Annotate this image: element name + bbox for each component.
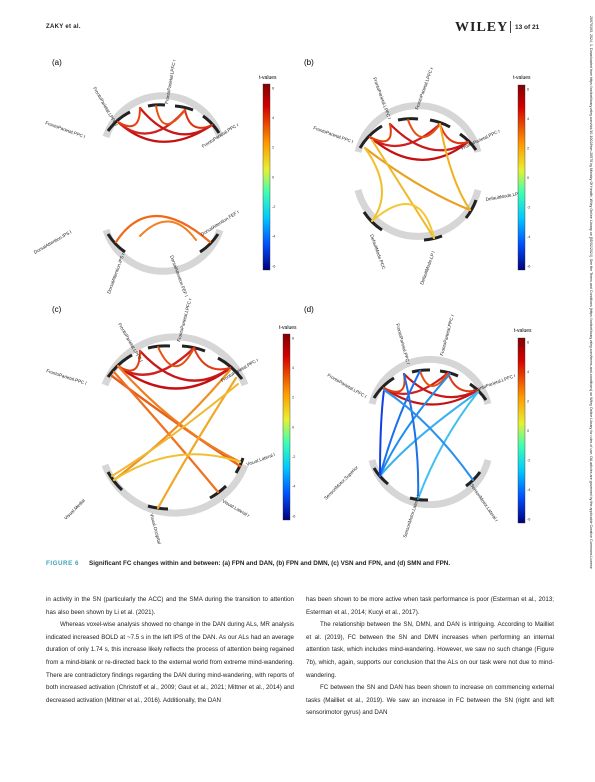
- header-divider: [510, 21, 511, 33]
- panel-d: (d) FrontoParietal.LPFC l FrontoParie: [304, 305, 532, 538]
- figure-caption: FIGURE 6 Significant FC changes within an…: [46, 560, 556, 567]
- node-label: FrontoParietal.LPFC l: [327, 373, 368, 399]
- panel-b: (b) FrontoParietal.PPC l FrontoParietal.…: [304, 58, 531, 285]
- colorbar-tick-label: -2: [527, 458, 530, 462]
- panel-a: (a) FrontoParietal.PPC l FrontoParietal.…: [33, 58, 277, 297]
- colorbar-tick-label: 6: [527, 340, 529, 344]
- colorbar-title: t-values: [513, 75, 531, 81]
- colorbar-tick-label: 6: [292, 336, 294, 340]
- colorbar-tick-label: -6: [527, 517, 530, 521]
- node-label: FrontoParietal.PPC r: [439, 314, 455, 357]
- node-label: DefaultMode.PCC: [369, 234, 387, 271]
- node-label: SensoriMotor.Lateral r: [469, 483, 499, 523]
- body-column-right: has been shown to be more active when ta…: [306, 594, 554, 720]
- node-label: Visual.Occipital: [149, 513, 162, 545]
- publisher-logo: WILEY: [455, 20, 509, 35]
- colorbar-tick-label: 2: [272, 146, 274, 150]
- colorbar-tick-label: -2: [527, 205, 530, 209]
- panel-label: (b): [304, 58, 314, 67]
- node-label: FrontoParietal.PPC l: [395, 323, 411, 365]
- panel-label: (c): [52, 305, 62, 314]
- colorbar-tick-label: -4: [527, 235, 530, 239]
- sidebar-text: 20970193, 2024, 1, Downloaded from https…: [589, 16, 593, 569]
- colorbar-tick-label: -6: [527, 264, 530, 268]
- colorbar-tick-label: 4: [292, 366, 294, 370]
- colorbar-title: t-values: [259, 75, 277, 81]
- figure-6: (a) FrontoParietal.PPC l FrontoParietal.…: [33, 58, 532, 545]
- colorbar-tick-label: 0: [272, 175, 274, 179]
- colorbar-tick-label: -6: [272, 264, 275, 268]
- node-label: DorsalAttention.IPS l: [33, 229, 72, 255]
- page-number: 13 of 21: [515, 24, 540, 31]
- paragraph: The relationship between the SN, DMN, an…: [306, 621, 554, 679]
- colorbar-tick-label: 4: [527, 370, 529, 374]
- colorbar: [517, 84, 526, 271]
- node-label: DefaultMode.LP r: [485, 191, 521, 202]
- paragraph: FC between the SN and DAN has been shown…: [306, 684, 554, 717]
- colorbar: [517, 337, 526, 524]
- caption-text: Significant FC changes within and betwee…: [89, 560, 451, 567]
- colorbar-tick-label: 0: [292, 425, 294, 429]
- paragraph: has been shown to be more active when ta…: [306, 596, 554, 616]
- colorbar: [282, 333, 291, 521]
- body-column-left: in activity in the SN (particularly the …: [46, 594, 294, 707]
- colorbar-tick-label: -4: [527, 488, 530, 492]
- colorbar-tick-label: 6: [527, 87, 529, 91]
- figure-label: FIGURE 6: [46, 560, 80, 567]
- colorbar-tick-label: 2: [527, 146, 529, 150]
- node-label: Visual.Medial: [63, 498, 86, 521]
- paragraph: in activity in the SN (particularly the …: [46, 596, 294, 616]
- colorbar-tick-label: 0: [527, 429, 529, 433]
- colorbar-tick-label: -2: [272, 205, 275, 209]
- download-sidebar: 20970193, 2024, 1, Downloaded from https…: [589, 16, 593, 569]
- node-label: FrontoParietal.PPC l: [46, 368, 87, 386]
- node-label: DorsalAttention.IPS r: [106, 252, 126, 294]
- colorbar-tick-label: 2: [527, 399, 529, 403]
- colorbar-title: t-values: [279, 325, 297, 331]
- colorbar-tick-label: 4: [272, 116, 274, 120]
- colorbar-tick-label: -4: [292, 485, 295, 489]
- colorbar-tick-label: 0: [527, 176, 529, 180]
- node-label: SensoriMotor.Superior: [323, 465, 359, 501]
- colorbar-tick-label: -2: [292, 455, 295, 459]
- node-label: DorsalAttention.FEF l: [169, 255, 189, 298]
- colorbar: [262, 83, 271, 271]
- paragraph: Whereas voxel-wise analysis showed no ch…: [46, 621, 294, 704]
- panel-c: (c) FrontoParietal.PPC l FrontoP: [46, 297, 297, 544]
- node-label: FrontoParietal.PPC l: [45, 120, 86, 139]
- colorbar-tick-label: -4: [272, 235, 275, 239]
- colorbar-tick-label: -6: [292, 514, 295, 518]
- node-label: DefaultMode.LP l: [419, 251, 436, 286]
- node-label: Visual.Lateral r: [222, 499, 251, 519]
- node-label: FrontoParietal.PPC l: [313, 125, 354, 144]
- colorbar-tick-label: 6: [272, 86, 274, 90]
- running-head: ZAKY et al.: [46, 24, 81, 30]
- node-label: FrontoParietal.LPFC l: [92, 86, 118, 127]
- colorbar-tick-label: 4: [527, 117, 529, 121]
- colorbar-title: t-values: [514, 328, 532, 334]
- panel-label: (a): [52, 58, 62, 67]
- node-label: Visual.Lateral l: [246, 452, 276, 467]
- colorbar-tick-label: 2: [292, 396, 294, 400]
- panel-label: (d): [304, 305, 314, 314]
